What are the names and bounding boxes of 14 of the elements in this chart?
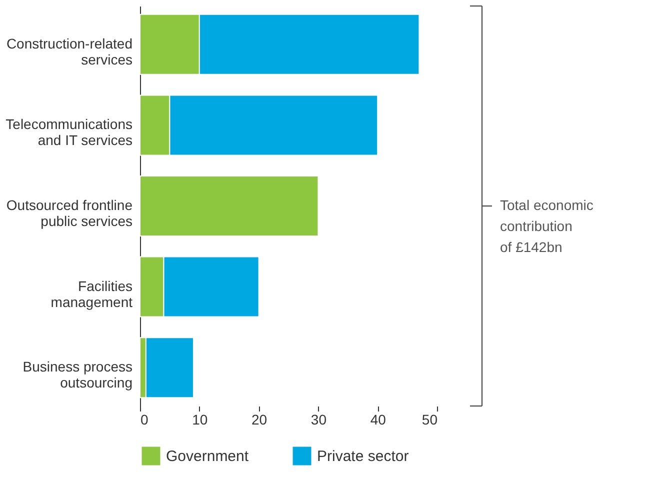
legend-label: Private sector [317, 448, 409, 465]
y-tick-label: Business process outsourcing [22, 358, 132, 391]
y-tick-label: Outsourced frontline public services [6, 197, 133, 229]
y-tick-label: Telecommunications and IT services [6, 116, 132, 148]
x-tick-label: 20 [252, 412, 268, 428]
x-tick-label: 40 [370, 412, 386, 428]
x-tick-label: 0 [140, 412, 148, 428]
legend-label: Government [166, 448, 250, 465]
x-tick-label: 10 [192, 412, 208, 428]
x-tick-label: 30 [310, 412, 327, 428]
x-tick-label: 50 [422, 412, 438, 428]
y-tick-label: Facilities management [50, 278, 133, 310]
text: Total economic contribution of £142bn [500, 197, 594, 255]
y-tick-label: Construction-related services [6, 35, 132, 68]
